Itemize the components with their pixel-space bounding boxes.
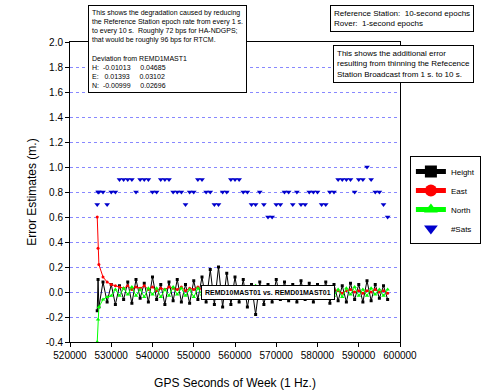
svg-text:#Sats: #Sats: [451, 225, 471, 234]
svg-text:REMD10MAST01 vs. REMD01MAST01: REMD10MAST01 vs. REMD01MAST01: [205, 289, 331, 296]
svg-text:East: East: [451, 187, 468, 196]
svg-text:540000: 540000: [136, 350, 170, 361]
svg-text:2.0: 2.0: [49, 37, 63, 48]
svg-text:600000: 600000: [383, 350, 417, 361]
svg-text:This shows the degradation cau: This shows the degradation caused by red…: [92, 9, 243, 89]
svg-text:0.0: 0.0: [49, 287, 63, 298]
svg-text:This shows the additional erro: This shows the additional errorresulting…: [337, 49, 470, 79]
svg-text:1.2: 1.2: [49, 137, 63, 148]
svg-text:580000: 580000: [301, 350, 335, 361]
svg-text:1.6: 1.6: [49, 87, 63, 98]
svg-text:-0.4: -0.4: [46, 337, 64, 348]
svg-text:590000: 590000: [342, 350, 376, 361]
svg-text:0.4: 0.4: [49, 237, 63, 248]
svg-text:1.8: 1.8: [49, 62, 63, 73]
svg-text:Height: Height: [451, 168, 475, 177]
svg-text:0.8: 0.8: [49, 187, 63, 198]
svg-text:Error Estimates (m.): Error Estimates (m.): [25, 138, 39, 245]
svg-text:-0.2: -0.2: [46, 312, 64, 323]
svg-text:0.6: 0.6: [49, 212, 63, 223]
svg-text:North: North: [451, 206, 471, 215]
svg-text:1.4: 1.4: [49, 112, 63, 123]
svg-text:550000: 550000: [177, 350, 211, 361]
svg-text:GPS Seconds of Week (1 Hz.): GPS Seconds of Week (1 Hz.): [154, 376, 316, 390]
svg-text:520000: 520000: [53, 350, 87, 361]
svg-text:0.2: 0.2: [49, 262, 63, 273]
svg-text:1.0: 1.0: [49, 162, 63, 173]
svg-text:560000: 560000: [218, 350, 252, 361]
svg-text:570000: 570000: [260, 350, 294, 361]
svg-text:Reference Station: 10-second: Reference Station: 10-second epochsRover…: [334, 9, 470, 28]
svg-text:530000: 530000: [95, 350, 129, 361]
